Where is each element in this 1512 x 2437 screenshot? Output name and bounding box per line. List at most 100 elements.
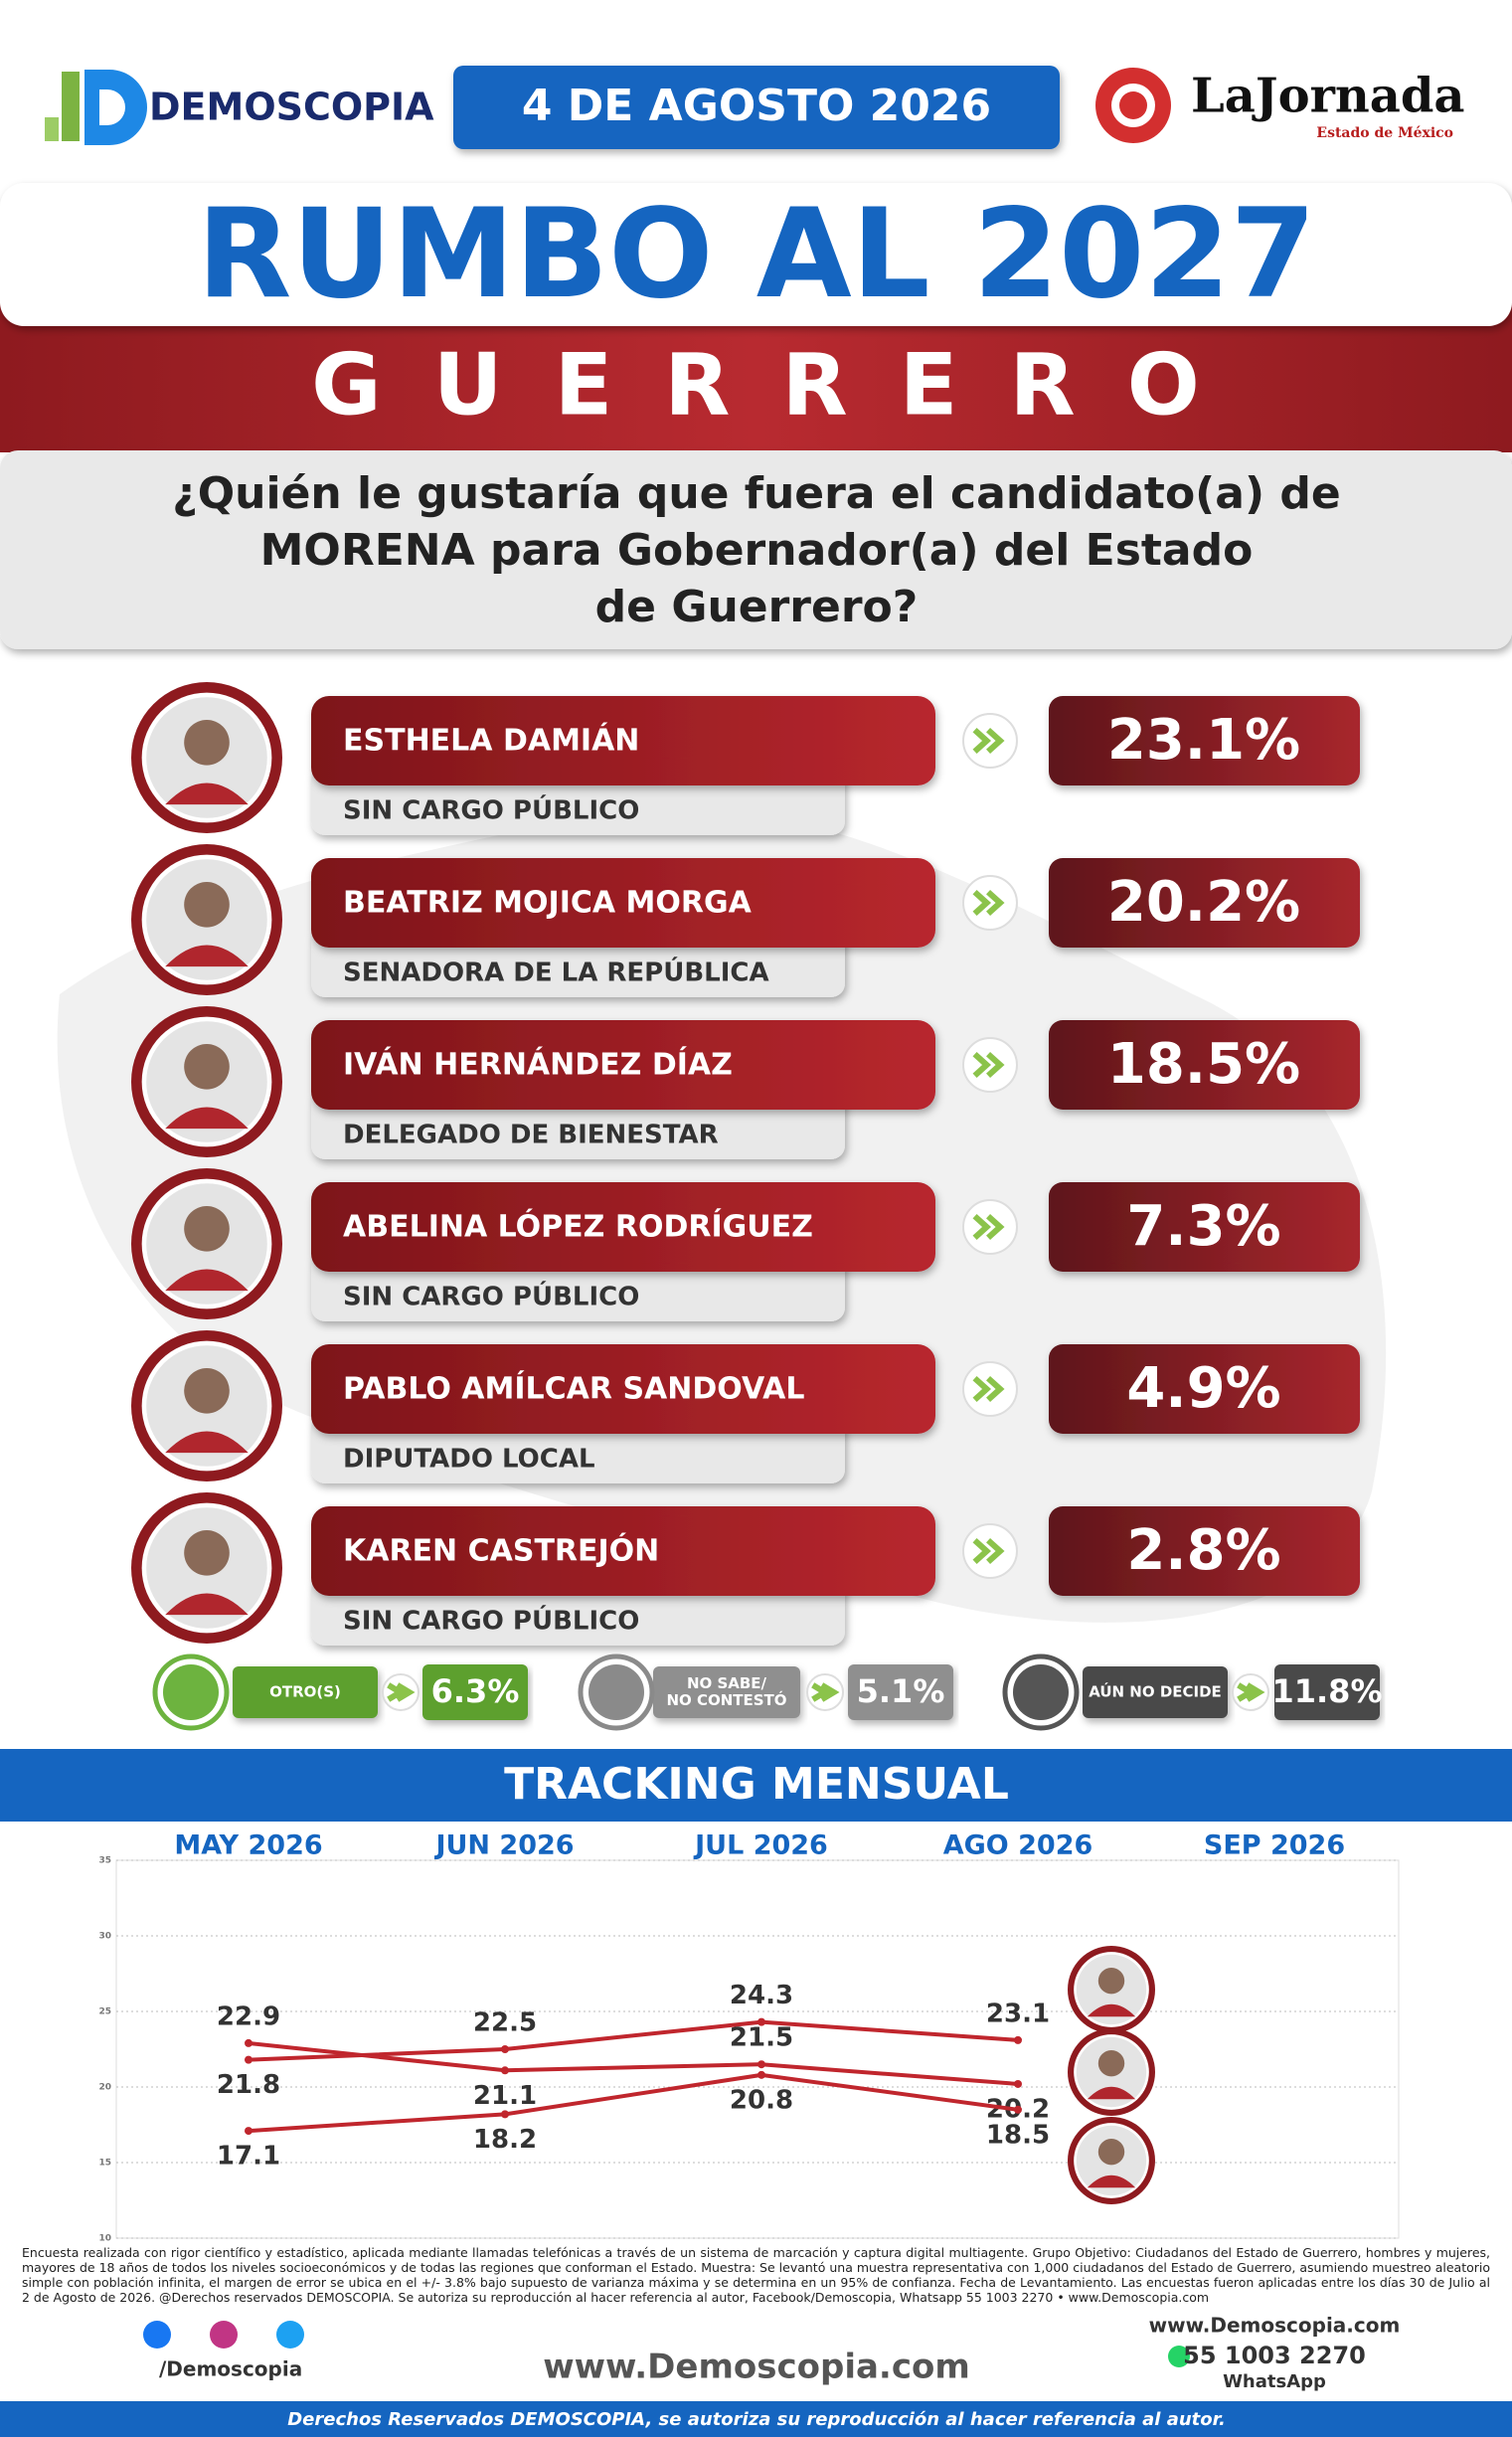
candidate-role: SIN CARGO PÚBLICO <box>343 1281 639 1312</box>
chevron <box>820 1682 840 1702</box>
partner-subtitle: Estado de México <box>1316 125 1453 141</box>
photo-head <box>184 1206 230 1252</box>
candidate-result: 18.5% <box>1107 1032 1300 1097</box>
candidate-role: SIN CARGO PÚBLICO <box>343 794 639 826</box>
other-result-box <box>848 1664 953 1720</box>
chevron <box>972 1375 992 1403</box>
photo-head <box>184 1044 230 1090</box>
brand-name: DEMOSCOPIA <box>149 86 434 129</box>
candidate-role: DELEGADO DE BIENESTAR <box>343 1121 719 1150</box>
y-tick-label: 20 <box>98 2083 111 2093</box>
y-tick-label: 25 <box>98 2007 111 2017</box>
y-tick-label: 10 <box>98 2234 111 2244</box>
question-line: ¿Quién le gustaría que fuera el candidat… <box>172 468 1341 519</box>
website: www.Demoscopia.com <box>543 2348 970 2387</box>
brand-logo <box>45 70 147 145</box>
other-label-bar <box>233 1666 378 1718</box>
photo-head <box>184 882 230 928</box>
state: GUERRERO <box>311 335 1252 435</box>
phone: 55 1003 2270 <box>1183 2342 1366 2369</box>
name-bar <box>311 858 935 948</box>
candidate-name: PABLO AMÍLCAR SANDOVAL <box>343 1371 805 1407</box>
series-point <box>245 2038 252 2047</box>
y-tick-label: 35 <box>98 1856 111 1866</box>
chevron <box>972 1537 992 1565</box>
question-line: de Guerrero? <box>595 582 919 632</box>
chevron <box>986 889 1005 917</box>
chevron <box>972 889 992 917</box>
candidate-result: 23.1% <box>1107 708 1300 773</box>
y-tick-label: 15 <box>98 2159 111 2169</box>
photo-body <box>165 1107 249 1130</box>
x-tick-label: JUN 2026 <box>433 1830 574 1861</box>
x-tick-label: MAY 2026 <box>174 1830 322 1861</box>
chevron <box>986 1213 1005 1241</box>
others: OTRO(S) 6.3% NO SABE/NO CONTESTÓ 5.1% AÚN NO… <box>152 1654 1383 1731</box>
chart-title: TRACKING MENSUAL <box>504 1759 1009 1810</box>
other-icon <box>163 1664 219 1720</box>
chevron <box>986 1051 1005 1079</box>
data-label: 21.5 <box>730 2023 793 2053</box>
date-box <box>453 66 1060 149</box>
other-icon <box>1013 1664 1069 1720</box>
result-box <box>1049 696 1360 785</box>
name-bar <box>311 1506 935 1596</box>
name-bar <box>311 1020 935 1110</box>
social-icons <box>143 2321 304 2349</box>
other-label-bar <box>1083 1666 1228 1718</box>
series-point <box>1014 2105 1022 2114</box>
data-label: 23.1 <box>986 1999 1050 2028</box>
partner-logo <box>1095 68 1171 143</box>
y-tick-label: 30 <box>98 1932 111 1942</box>
photo-head <box>184 720 230 766</box>
partner-name: LaJornada <box>1191 69 1465 124</box>
photo-body <box>1087 2003 1136 2017</box>
data-label: 21.8 <box>217 2070 280 2100</box>
other-result-box <box>422 1664 528 1720</box>
chevron <box>972 1213 992 1241</box>
photo-body <box>1087 2175 1136 2188</box>
photo-body <box>1087 2086 1136 2100</box>
photo-head <box>1097 2050 1125 2077</box>
photo-body <box>165 1431 249 1454</box>
chevron <box>1237 1682 1257 1702</box>
result-box <box>1049 1020 1360 1110</box>
data-label: 22.5 <box>473 2008 537 2038</box>
result-box <box>1049 858 1360 948</box>
candidate-result: 20.2% <box>1107 870 1300 935</box>
candidate-name: BEATRIZ MOJICA MORGA <box>343 886 753 921</box>
other-label: NO SABE/ <box>687 1674 767 1692</box>
candidate-role: DIPUTADO LOCAL <box>343 1445 595 1475</box>
chevron <box>986 1537 1005 1565</box>
candidates: ESTHELA DAMIÁN SIN CARGO PÚBLICO 23.1% BEAT… <box>131 682 1360 1646</box>
series-point <box>757 2060 765 2069</box>
other-label-bar <box>653 1666 800 1718</box>
whatsapp-label: WhatsApp <box>1223 2371 1326 2392</box>
series-point <box>245 2055 252 2064</box>
x-tick-label: SEP 2026 <box>1204 1830 1345 1861</box>
rights: Derechos Reservados DEMOSCOPIA, se autor… <box>287 2409 1226 2430</box>
name-bar <box>311 1344 935 1434</box>
result-box <box>1049 1182 1360 1272</box>
photo-head <box>1097 1968 1125 1995</box>
series-point <box>1014 2035 1022 2044</box>
data-label: 22.9 <box>217 2002 280 2031</box>
data-label: 20.8 <box>730 2085 793 2115</box>
other-result: 6.3% <box>431 1672 520 1710</box>
photo-head <box>184 1368 230 1414</box>
photo-body <box>165 783 249 805</box>
chevron <box>972 727 992 755</box>
other-result: 5.1% <box>857 1672 945 1710</box>
series-line <box>248 2019 1019 2062</box>
result-box <box>1049 1344 1360 1434</box>
candidate-name: KAREN CASTREJÓN <box>343 1532 659 1569</box>
name-bar <box>311 1182 935 1272</box>
data-label: 21.1 <box>473 2081 537 2111</box>
data-label: 24.3 <box>730 1981 793 2010</box>
candidate-result: 7.3% <box>1126 1194 1280 1259</box>
chevron <box>1246 1682 1265 1702</box>
other-label: OTRO(S) <box>269 1683 341 1701</box>
photo-head <box>1097 2139 1125 2166</box>
date: 4 DE AGOSTO 2026 <box>522 81 991 131</box>
